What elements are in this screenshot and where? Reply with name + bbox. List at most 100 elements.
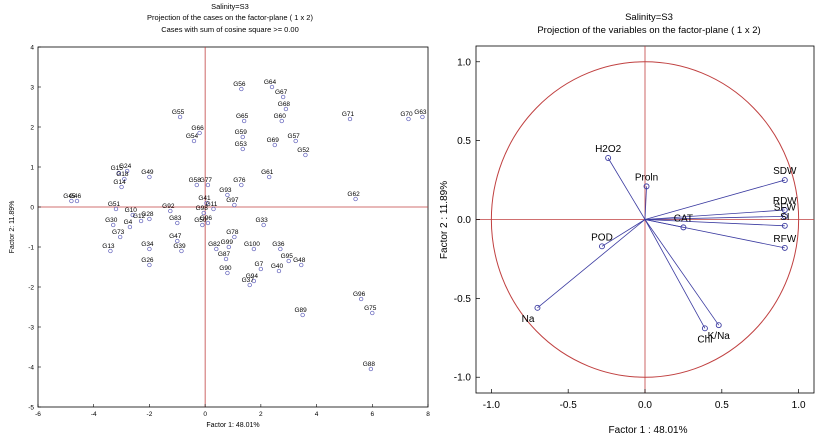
case-label: G52 xyxy=(297,147,310,154)
case-point-g57: G57 xyxy=(288,133,301,143)
case-point-g51: G51 xyxy=(108,201,121,211)
case-label: G61 xyxy=(261,169,274,176)
variables-x-tick-label: 1.0 xyxy=(792,400,806,411)
variables-title: Salinity=S3 xyxy=(625,12,673,23)
cases-title: Salinity=S3 xyxy=(211,2,249,11)
variable-arrow-line xyxy=(645,220,719,326)
cases-y-tick-label: -5 xyxy=(28,404,34,411)
case-point-g55: G55 xyxy=(172,109,185,119)
variable-arrow-line xyxy=(608,158,645,220)
case-label: G33 xyxy=(255,217,268,224)
variables-x-tick-label: 0.0 xyxy=(638,400,652,411)
case-point-g61: G61 xyxy=(261,169,274,179)
cases-x-tick-label: 0 xyxy=(203,411,207,418)
variables-x-axis-label: Factor 1 : 48.01% xyxy=(609,425,688,436)
case-point-g13: G13 xyxy=(102,243,115,253)
case-label: G36 xyxy=(272,241,285,248)
case-label: G77 xyxy=(200,177,213,184)
variable-arrow-line xyxy=(645,180,785,219)
variables-x-ticks: -1.0 -0.5 0.0 0.5 1.0 xyxy=(483,389,806,411)
case-point-g89: G89 xyxy=(294,307,307,317)
case-point-g64: G64 xyxy=(264,79,277,89)
variables-y-tick-label: -0.5 xyxy=(454,294,472,305)
case-point-g77: G77 xyxy=(200,177,213,187)
variable-label: CAT xyxy=(674,213,693,224)
variables-subtitle: Projection of the variables on the facto… xyxy=(537,25,760,36)
cases-y-tick-label: -2 xyxy=(28,284,34,291)
case-point-g100: G100 xyxy=(244,241,260,251)
case-label: G87 xyxy=(218,251,231,258)
case-label: G53 xyxy=(235,141,248,148)
case-label: G40 xyxy=(271,263,284,270)
case-point-g54: G54 xyxy=(186,133,199,143)
case-label: G83 xyxy=(169,215,182,222)
variable-arrow-line xyxy=(645,220,705,329)
case-label: G13 xyxy=(102,243,115,250)
cases-reference-lines xyxy=(38,47,428,407)
case-point-g73: G73 xyxy=(112,229,125,239)
case-label: G4 xyxy=(124,219,133,226)
case-point-g71: G71 xyxy=(342,111,355,121)
cases-y-tick-label: 0 xyxy=(30,204,34,211)
cases-y-tick-label: 3 xyxy=(30,84,34,91)
variable-label: RFW xyxy=(773,234,796,245)
case-point-g70: G70 xyxy=(400,111,413,121)
variables-x-tick-label: 0.5 xyxy=(715,400,729,411)
case-label: G50 xyxy=(194,217,207,224)
cases-chart: Salinity=S3 Projection of the cases on t… xyxy=(9,2,430,429)
cases-y-ticks: -5-4-3-2-101234 xyxy=(28,44,41,411)
case-point-g59: G59 xyxy=(235,129,248,139)
case-point-g88: G88 xyxy=(363,361,376,371)
case-point-g52: G52 xyxy=(297,147,310,157)
variable-vector-cat: CAT xyxy=(645,213,693,230)
case-label: G78 xyxy=(226,229,239,236)
variable-vector-sfw: SFW xyxy=(645,202,796,219)
variable-label: Na xyxy=(522,314,535,325)
case-label: G56 xyxy=(233,81,246,88)
case-label: G71 xyxy=(342,111,355,118)
case-point-g46: G46 xyxy=(69,193,82,203)
case-point-g68: G68 xyxy=(278,101,291,111)
cases-x-tick-label: 6 xyxy=(370,411,374,418)
case-label: G97 xyxy=(226,197,239,204)
case-label: G99 xyxy=(221,239,234,246)
variable-label: Proln xyxy=(635,172,658,183)
cases-plot-frame xyxy=(38,47,428,407)
case-label: G64 xyxy=(264,79,277,86)
variables-y-tick-label: -1.0 xyxy=(454,373,472,384)
case-point-g67: G67 xyxy=(275,89,288,99)
variable-vector-pod: POD xyxy=(591,220,645,249)
case-point-g47: G47 xyxy=(169,233,182,243)
case-label: G49 xyxy=(141,169,154,176)
variables-chart: Salinity=S3 Projection of the variables … xyxy=(439,12,814,436)
case-point-g48: G48 xyxy=(293,257,306,267)
case-label: G30 xyxy=(105,217,118,224)
case-point-g37: G37 xyxy=(242,277,255,287)
case-point-g76: G76 xyxy=(233,177,246,187)
cases-subtitle: Projection of the cases on the factor-pl… xyxy=(147,13,313,22)
cases-x-tick-label: 8 xyxy=(426,411,430,418)
case-label: G88 xyxy=(363,361,376,368)
case-point-g62: G62 xyxy=(347,191,360,201)
case-point-g14: G14 xyxy=(113,179,126,189)
case-point-g97: G97 xyxy=(226,197,239,207)
variables-y-tick-label: 1.0 xyxy=(457,57,471,68)
case-label: G73 xyxy=(112,229,125,236)
case-label: G51 xyxy=(108,201,121,208)
case-label: G47 xyxy=(169,233,182,240)
case-point-g4: G4 xyxy=(124,219,133,229)
cases-y-tick-label: -4 xyxy=(28,364,34,371)
case-label: G26 xyxy=(141,257,154,264)
variable-vector-na: Na xyxy=(522,220,645,325)
cases-y-tick-label: 1 xyxy=(30,164,34,171)
case-label: G48 xyxy=(293,257,306,264)
case-point-g69: G69 xyxy=(267,137,280,147)
case-point-g82: G82 xyxy=(208,241,221,251)
case-point-g90: G90 xyxy=(219,265,232,275)
cases-x-ticks: -6 -4 -2 0 2 4 6 8 xyxy=(35,404,430,418)
variable-vector-chl: Chl xyxy=(645,220,712,346)
cases-y-tick-label: -1 xyxy=(28,244,34,251)
cases-y-tick-label: 4 xyxy=(30,44,34,51)
case-label: G67 xyxy=(275,89,288,96)
